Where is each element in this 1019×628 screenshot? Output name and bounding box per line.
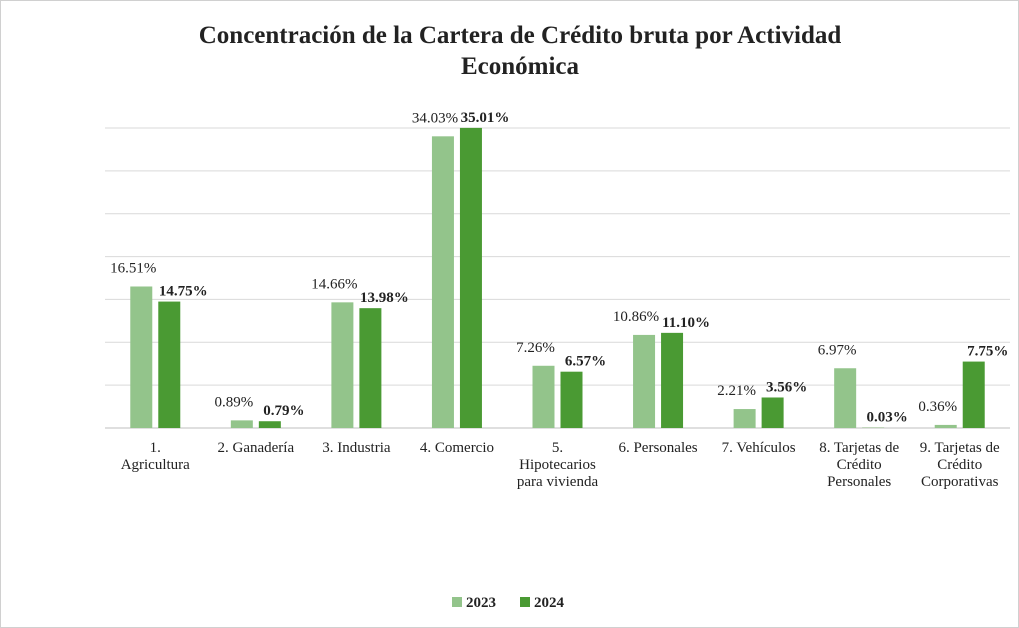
bar (431, 136, 454, 429)
bar (962, 361, 985, 428)
bar (130, 286, 153, 428)
data-label: 14.66% (311, 276, 357, 292)
x-tick-label: 5. Hipotecarios para vivienda (516, 440, 599, 490)
bar (331, 302, 354, 428)
bar (560, 371, 583, 428)
bar (230, 420, 253, 428)
bar (633, 334, 656, 428)
data-label: 7.75% (967, 344, 1008, 360)
data-label: 13.98% (360, 290, 409, 306)
bar (158, 301, 181, 428)
bar (834, 368, 857, 428)
data-label: 34.03% (412, 110, 458, 126)
data-label: 6.97% (818, 342, 857, 358)
x-tick-label: 8. Tarjetas de Crédito Personales (819, 440, 900, 490)
x-tick-label: 3. Industria (322, 440, 391, 456)
x-tick-label: 1. Agricultura (120, 440, 190, 473)
data-label: 0.89% (214, 394, 253, 410)
bar (661, 332, 684, 428)
bar (733, 409, 756, 428)
x-tick-label: 6. Personales (618, 440, 698, 456)
bar (934, 424, 957, 428)
data-label: 0.03% (867, 410, 908, 426)
data-label: 10.86% (613, 309, 659, 325)
x-tick-label: 4. Comercio (419, 440, 495, 456)
bar (532, 365, 555, 428)
chart-title: Concentración de la Cartera de Crédito b… (198, 22, 842, 80)
data-label: 16.51% (110, 260, 156, 276)
data-label: 11.10% (662, 315, 710, 331)
legend-swatch (520, 597, 530, 607)
x-tick-label: 2. Ganadería (217, 440, 295, 456)
data-label: 0.36% (918, 399, 957, 415)
data-label: 3.56% (766, 379, 807, 395)
data-label: 6.57% (565, 354, 606, 370)
data-label: 2.21% (717, 383, 756, 399)
data-label: 35.01% (461, 110, 510, 126)
bar (258, 421, 281, 428)
bar (761, 397, 784, 428)
legend-swatch (452, 597, 462, 607)
legend-label: 2024 (534, 595, 565, 611)
legend-label: 2023 (466, 595, 496, 611)
data-label: 14.75% (159, 284, 208, 300)
x-tick-label: 7. Vehículos (721, 440, 796, 456)
data-label: 7.26% (516, 340, 555, 356)
bar (459, 127, 482, 429)
bar (359, 308, 382, 428)
data-label: 0.79% (263, 403, 304, 419)
x-tick-label: 9. Tarjetas de Crédito Corporativas (919, 440, 1000, 490)
